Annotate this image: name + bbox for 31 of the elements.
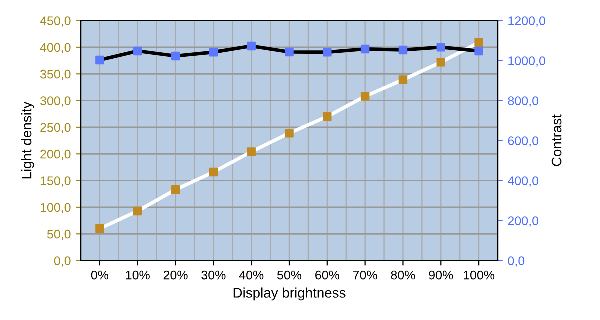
y-tick-label: 300,0 [40, 96, 71, 107]
y2-tick-label: 200,0 [508, 216, 539, 227]
x-tick-label: 10% [126, 270, 150, 280]
y-tick-label: 400,0 [40, 43, 71, 54]
y-tick-label: 0,0 [54, 256, 71, 267]
x-tick-label: 50% [277, 270, 302, 280]
y-tick-label: 50,0 [47, 230, 71, 240]
y-tick-label: 200,0 [40, 150, 71, 160]
x-tick-label: 70% [353, 270, 378, 280]
x-tick-label: 20% [164, 270, 188, 280]
y2-tick-label: 1200,0 [508, 16, 546, 27]
x-tick-label: 80% [391, 270, 416, 280]
y-tick-label: 250,0 [40, 123, 71, 134]
x-tick-label: 100% [464, 270, 495, 280]
y2-tick-label: 800,0 [508, 96, 539, 107]
y-tick-label: 350,0 [40, 70, 71, 80]
y-axis-title: Light density [22, 102, 34, 179]
y-tick-label: 150,0 [40, 176, 71, 187]
y2-tick-label: 0,0 [508, 256, 525, 267]
x-tick-label: 30% [202, 270, 226, 280]
x-axis-title: Display brightness [234, 288, 346, 301]
x-tick-label: 90% [429, 270, 454, 280]
x-tick-label: 40% [239, 270, 264, 280]
y2-tick-label: 1000,0 [508, 56, 546, 67]
x-tick-label: 60% [316, 270, 340, 280]
x-tick-label: 0% [91, 270, 109, 280]
y2-tick-label: 600,0 [508, 136, 539, 147]
y2-tick-label: 400,0 [508, 176, 539, 187]
y-tick-label: 100,0 [40, 203, 71, 214]
y-tick-label: 450,0 [40, 16, 71, 27]
y2-axis-title: Contrast [552, 114, 562, 166]
